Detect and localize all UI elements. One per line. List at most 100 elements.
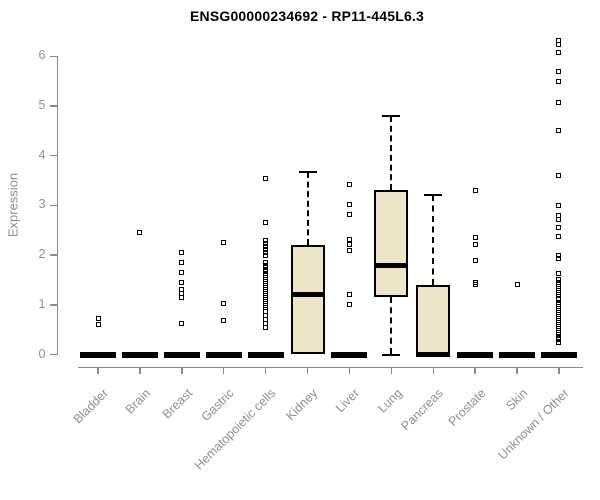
x-axis-tick bbox=[474, 366, 476, 374]
outlier-point bbox=[263, 249, 269, 255]
median-line bbox=[416, 352, 451, 357]
box bbox=[290, 245, 325, 355]
x-axis-tick bbox=[97, 366, 99, 374]
outlier-point bbox=[556, 68, 562, 74]
box bbox=[374, 190, 409, 298]
y-axis-tick bbox=[49, 204, 57, 207]
y-axis-tick bbox=[49, 353, 57, 356]
box bbox=[416, 284, 451, 355]
x-axis-tick bbox=[222, 366, 225, 374]
outlier-point bbox=[556, 339, 562, 345]
upper-whisker-cap bbox=[298, 171, 317, 174]
y-axis-line bbox=[56, 56, 58, 356]
outlier-point bbox=[179, 321, 185, 327]
outlier-point bbox=[472, 235, 478, 241]
upper-whisker bbox=[432, 195, 435, 285]
outlier-point bbox=[179, 294, 185, 300]
outlier-point bbox=[263, 321, 269, 327]
outlier-point bbox=[556, 128, 562, 134]
x-tick-label: Bladder bbox=[70, 386, 111, 427]
outlier-point bbox=[556, 252, 562, 258]
outlier-point bbox=[556, 99, 562, 105]
y-axis-tick bbox=[49, 154, 57, 157]
outlier-point bbox=[556, 216, 562, 222]
outlier-point bbox=[556, 41, 562, 47]
collapsed-box bbox=[540, 352, 577, 358]
outlier-point bbox=[263, 220, 269, 226]
outlier-point bbox=[472, 282, 478, 288]
x-tick-label: Skin bbox=[502, 386, 531, 414]
x-axis-tick bbox=[139, 366, 141, 374]
x-tick-label: Gastric bbox=[198, 386, 237, 424]
outlier-point bbox=[137, 230, 143, 236]
x-axis-tick bbox=[390, 366, 393, 374]
outlier-point bbox=[263, 243, 269, 249]
chart-title: ENSG00000234692 - RP11-445L6.3 bbox=[189, 8, 425, 24]
collapsed-box bbox=[499, 352, 536, 358]
outlier-point bbox=[346, 302, 352, 308]
x-axis-tick bbox=[516, 366, 518, 374]
upper-whisker-cap bbox=[424, 194, 443, 197]
outlier-point bbox=[221, 301, 227, 307]
outlier-point bbox=[179, 279, 185, 285]
outlier-point bbox=[263, 175, 269, 181]
outlier-point bbox=[263, 246, 269, 252]
x-tick-label: Prostate bbox=[445, 386, 489, 429]
outlier-point bbox=[514, 282, 520, 288]
outlier-point bbox=[556, 255, 562, 261]
outlier-point bbox=[556, 225, 562, 231]
outlier-point bbox=[95, 322, 101, 328]
outlier-point bbox=[346, 236, 352, 242]
median-line bbox=[290, 292, 325, 298]
collapsed-box bbox=[457, 352, 494, 358]
outlier-point bbox=[263, 240, 269, 246]
outlier-point bbox=[346, 201, 352, 207]
x-tick-label: Breast bbox=[159, 386, 195, 422]
upper-whisker-cap bbox=[382, 114, 401, 117]
outlier-point bbox=[556, 292, 562, 298]
y-tick-label: 5 bbox=[38, 98, 46, 112]
outlier-point bbox=[179, 250, 185, 256]
x-axis-tick bbox=[181, 366, 183, 374]
x-tick-label: Hematopoietic cells bbox=[192, 386, 279, 473]
outlier-point bbox=[263, 252, 269, 258]
outlier-point bbox=[472, 187, 478, 193]
outlier-point bbox=[556, 78, 562, 84]
y-axis-tick bbox=[49, 254, 57, 256]
collapsed-box bbox=[331, 352, 368, 358]
x-tick-label: Kidney bbox=[283, 386, 321, 423]
x-axis-tick bbox=[264, 366, 267, 374]
collapsed-box bbox=[121, 352, 158, 358]
x-axis-line bbox=[78, 366, 583, 368]
x-tick-label: Liver bbox=[333, 386, 363, 416]
outlier-point bbox=[221, 318, 227, 324]
y-tick-label: 0 bbox=[38, 346, 46, 361]
outlier-point bbox=[179, 291, 185, 297]
y-axis-tick bbox=[49, 55, 57, 58]
y-tick-label: 3 bbox=[38, 197, 46, 212]
outlier-point bbox=[179, 260, 185, 266]
outlier-point bbox=[346, 241, 352, 247]
outlier-point bbox=[346, 247, 352, 253]
y-tick-label: 1 bbox=[38, 296, 46, 311]
y-tick-label: 4 bbox=[38, 147, 46, 162]
upper-whisker bbox=[306, 172, 309, 246]
y-axis-tick bbox=[49, 304, 57, 306]
outlier-point bbox=[556, 271, 562, 277]
collapsed-box bbox=[247, 352, 284, 358]
lower-whisker-cap bbox=[382, 353, 401, 356]
x-axis-tick bbox=[432, 366, 435, 374]
outlier-point bbox=[221, 240, 227, 246]
outlier-point bbox=[179, 269, 185, 275]
x-tick-label: Pancreas bbox=[398, 386, 447, 434]
outlier-point bbox=[556, 202, 562, 208]
outlier-point bbox=[346, 292, 352, 298]
upper-whisker bbox=[390, 115, 393, 191]
x-axis-tick bbox=[348, 366, 351, 374]
collapsed-box bbox=[205, 352, 242, 358]
x-axis-tick bbox=[306, 366, 309, 374]
y-tick-label: 2 bbox=[38, 247, 46, 262]
outlier-point bbox=[346, 182, 352, 188]
y-axis-tick bbox=[49, 105, 57, 107]
